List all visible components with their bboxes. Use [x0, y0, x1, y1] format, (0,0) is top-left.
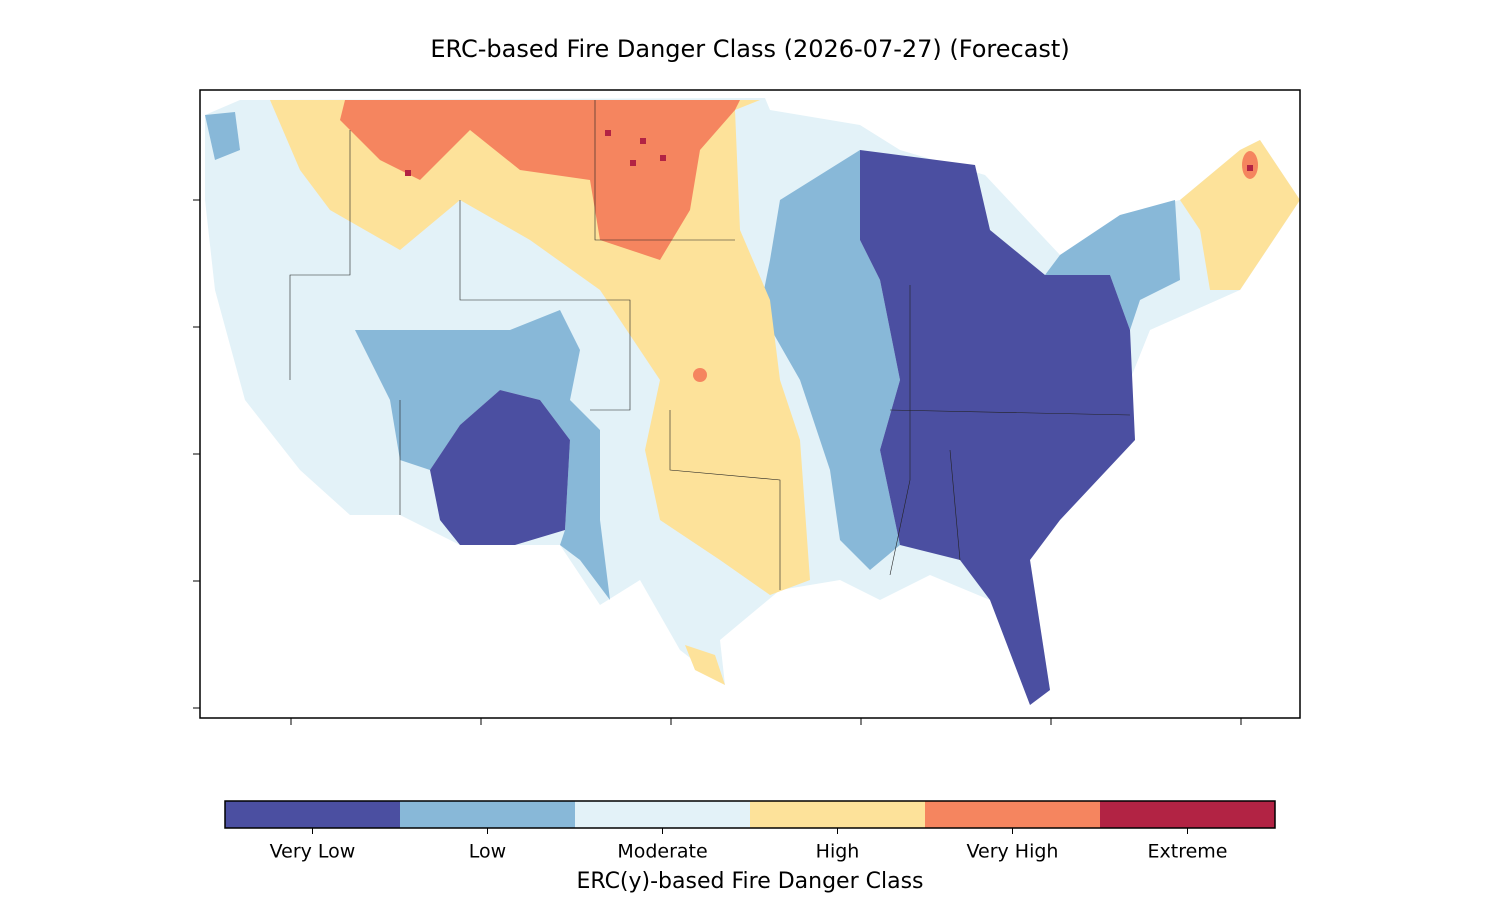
- region-low: [355, 310, 610, 600]
- state-border: [289, 130, 351, 380]
- region-high: [685, 645, 725, 685]
- region-low: [760, 150, 900, 570]
- axis-ticks: [193, 199, 1242, 725]
- state-border: [669, 410, 781, 590]
- colorbar-segment: [575, 801, 750, 828]
- map-title: ERC-based Fire Danger Class (2026-07-27)…: [430, 35, 1069, 63]
- colorbar-segment: [925, 801, 1100, 828]
- colorbar-label: ERC(y)-based Fire Danger Class: [576, 869, 923, 894]
- region-very-low: [430, 390, 570, 545]
- colorbar-tick-label: Moderate: [617, 841, 707, 863]
- colorbar-segment: [225, 801, 400, 828]
- colorbar-segment: [400, 801, 575, 828]
- region-extreme: [405, 170, 411, 176]
- region-extreme: [640, 138, 646, 144]
- state-border: [594, 100, 735, 241]
- colorbar-segment: [1100, 801, 1275, 828]
- region-extreme: [1247, 165, 1253, 171]
- colorbar-segment: [750, 801, 925, 828]
- state-border: [949, 449, 961, 561]
- state-border: [889, 409, 1131, 416]
- colorbar-tick-label: Very High: [967, 841, 1059, 863]
- region-low: [205, 112, 240, 160]
- colorbar-frame: [224, 800, 1276, 829]
- colorbar-tick-label: Very Low: [270, 841, 356, 863]
- region-extreme: [605, 130, 611, 136]
- region-low: [1045, 200, 1180, 330]
- colorbar-tick-label: High: [816, 841, 860, 863]
- state-border: [889, 285, 911, 576]
- colorbar: Very Low Low Moderate High Very High Extreme: [224, 800, 1276, 863]
- region-very-low: [860, 150, 1135, 705]
- colorbar-tick-label: Low: [469, 841, 506, 863]
- region-very-high: [693, 368, 707, 382]
- state-border: [459, 200, 631, 411]
- map: [205, 98, 1300, 705]
- region-high: [1180, 140, 1300, 290]
- map-frame: [199, 89, 1301, 719]
- region-extreme: [630, 160, 636, 166]
- colorbar-tick-label: Extreme: [1148, 841, 1228, 863]
- region-extreme: [660, 155, 666, 161]
